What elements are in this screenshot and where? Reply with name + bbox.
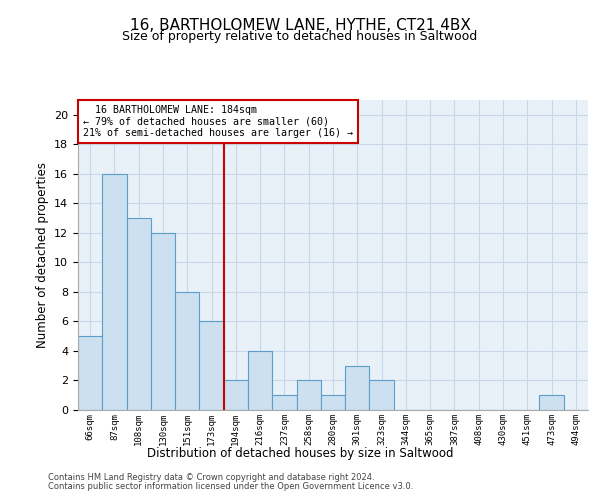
Text: Contains public sector information licensed under the Open Government Licence v3: Contains public sector information licen… [48,482,413,491]
Bar [370,380,394,410]
Bar [102,174,127,410]
Bar [296,380,321,410]
Bar [199,322,224,410]
Text: Distribution of detached houses by size in Saltwood: Distribution of detached houses by size … [147,448,453,460]
Bar [224,380,248,410]
Bar [272,395,296,410]
Bar [539,395,564,410]
Y-axis label: Number of detached properties: Number of detached properties [35,162,49,348]
Text: Size of property relative to detached houses in Saltwood: Size of property relative to detached ho… [122,30,478,43]
Text: Contains HM Land Registry data © Crown copyright and database right 2024.: Contains HM Land Registry data © Crown c… [48,473,374,482]
Bar [175,292,199,410]
Text: 16 BARTHOLOMEW LANE: 184sqm
← 79% of detached houses are smaller (60)
21% of sem: 16 BARTHOLOMEW LANE: 184sqm ← 79% of det… [83,104,353,138]
Bar [321,395,345,410]
Bar [151,233,175,410]
Bar [345,366,370,410]
Bar [248,351,272,410]
Bar [78,336,102,410]
Bar [127,218,151,410]
Text: 16, BARTHOLOMEW LANE, HYTHE, CT21 4BX: 16, BARTHOLOMEW LANE, HYTHE, CT21 4BX [130,18,470,32]
